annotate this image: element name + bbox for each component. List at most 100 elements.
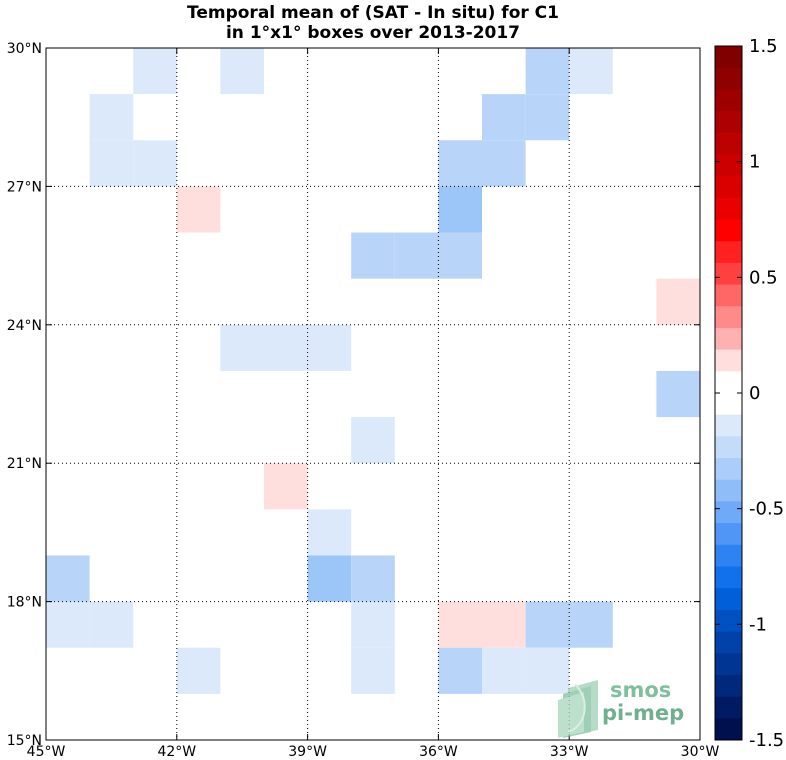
colorbar-swatch: [715, 479, 742, 502]
heatmap-cell: [525, 48, 570, 95]
heatmap-cell: [438, 232, 482, 279]
heatmap-cell: [220, 324, 264, 371]
colorbar-swatch: [715, 154, 742, 177]
heatmap-cell: [656, 370, 700, 418]
colorbar-swatch: [715, 371, 742, 394]
colorbar-swatch: [715, 566, 742, 589]
heatmap-cell: [176, 647, 221, 694]
map-plot-area: 45°W 42°W 39°W 36°W 33°W 30°W 15°N 18°N 21°N 24°N…: [7, 41, 720, 760]
heatmap-cell: [656, 278, 700, 325]
heatmap-cell: [46, 555, 90, 602]
y-tick-label: 21°N: [7, 456, 42, 472]
heatmap-cell: [394, 232, 439, 279]
heatmap-cell: [351, 555, 395, 602]
chart-title-line-1: Temporal mean of (SAT - In situ) for C1: [187, 3, 559, 23]
heatmap-cell: [264, 463, 308, 510]
colorbar-swatch: [715, 674, 742, 698]
colorbar-swatch: [715, 327, 742, 351]
colorbar-swatch: [715, 436, 742, 459]
heatmap-cell: [307, 324, 352, 371]
heatmap-cell: [351, 232, 395, 279]
colorbar-tick-label: -1: [749, 614, 767, 635]
heatmap-cells: [46, 48, 700, 694]
colorbar-tick-label: 1.5: [749, 36, 778, 57]
y-tick-label: 30°N: [7, 41, 42, 57]
colorbar-swatch: [715, 501, 742, 524]
heatmap-cell: [569, 601, 613, 648]
heatmap-cell: [351, 647, 395, 694]
colorbar-swatch: [715, 544, 742, 567]
heatmap-cell: [89, 601, 134, 648]
heatmap-cell: [307, 509, 352, 556]
colorbar-swatch: [715, 588, 742, 611]
colorbar: 1.5 1 0.5 0 -0.5 -1 -1.5: [714, 36, 784, 751]
colorbar-swatch: [715, 111, 742, 134]
x-tick-label: 39°W: [288, 744, 327, 760]
colorbar-swatch: [715, 132, 742, 155]
x-tick-label: 36°W: [419, 744, 458, 760]
smos-pi-mep-logo: smos pi-mep: [558, 678, 684, 738]
y-tick-label: 27°N: [7, 179, 42, 195]
heatmap-cell: [438, 647, 482, 694]
colorbar-swatch: [715, 653, 742, 676]
colorbar-swatch: [715, 241, 742, 264]
heatmap-cell: [133, 140, 177, 187]
colorbar-swatch: [715, 262, 742, 286]
heatmap-cell: [176, 186, 221, 233]
colorbar-swatch: [715, 458, 742, 481]
logo-line-1: smos: [610, 678, 671, 702]
colorbar-tick-label: 1: [749, 152, 760, 173]
x-tick-label: 42°W: [157, 744, 196, 760]
heatmap-cell: [525, 94, 570, 141]
y-tick-label: 24°N: [7, 318, 42, 334]
y-tick-label: 18°N: [7, 595, 42, 611]
heatmap-cell: [525, 601, 570, 648]
chart-title-line-2: in 1°x1° boxes over 2013-2017: [226, 23, 520, 43]
plot-frame: [45, 47, 701, 741]
heatmap-cell: [482, 647, 526, 694]
heatmap-cell: [264, 324, 308, 371]
colorbar-swatches: [715, 46, 742, 741]
heatmap-cell: [133, 48, 177, 95]
colorbar-swatch: [715, 414, 742, 437]
heatmap-cell: [89, 94, 134, 141]
heatmap-cell: [307, 555, 352, 602]
heatmap-cell: [351, 417, 395, 464]
colorbar-swatch: [715, 349, 742, 372]
colorbar-tick-label: -1.5: [749, 730, 784, 751]
heatmap-cell: [482, 140, 526, 187]
heatmap-cell: [89, 140, 134, 187]
heatmap-cell: [569, 48, 613, 95]
x-tick-label: 33°W: [550, 744, 589, 760]
y-tick-label: 15°N: [7, 733, 42, 749]
axis-ticks: 45°W 42°W 39°W 36°W 33°W 30°W 15°N 18°N 21°N 24°N…: [7, 41, 720, 760]
colorbar-ticks: 1.5 1 0.5 0 -0.5 -1 -1.5: [715, 36, 784, 751]
colorbar-tick-label: 0.5: [749, 267, 778, 288]
colorbar-swatch: [715, 176, 742, 199]
heatmap-cell: [438, 186, 482, 233]
colorbar-swatch: [715, 609, 742, 633]
x-tick-label: 45°W: [27, 744, 66, 760]
heatmap-cell: [482, 94, 526, 141]
colorbar-swatch: [715, 67, 742, 90]
colorbar-swatch: [715, 89, 742, 112]
heatmap-cell: [351, 601, 395, 648]
logo-line-2: pi-mep: [602, 701, 684, 725]
logo-mark-icon: [558, 680, 598, 738]
colorbar-swatch: [715, 46, 742, 69]
colorbar-swatch: [715, 631, 742, 654]
heatmap-cell: [46, 601, 90, 648]
heatmap-cell: [438, 601, 482, 648]
colorbar-swatch: [715, 306, 742, 329]
colorbar-swatch: [715, 718, 742, 741]
colorbar-swatch: [715, 219, 742, 242]
colorbar-swatch: [715, 523, 742, 546]
colorbar-swatch: [715, 284, 742, 307]
heatmap-cell: [438, 140, 482, 187]
colorbar-swatch: [715, 393, 742, 416]
x-tick-label: 30°W: [681, 744, 720, 760]
heatmap-cell: [525, 647, 570, 694]
colorbar-swatch: [715, 696, 742, 719]
colorbar-tick-label: 0: [749, 383, 760, 404]
